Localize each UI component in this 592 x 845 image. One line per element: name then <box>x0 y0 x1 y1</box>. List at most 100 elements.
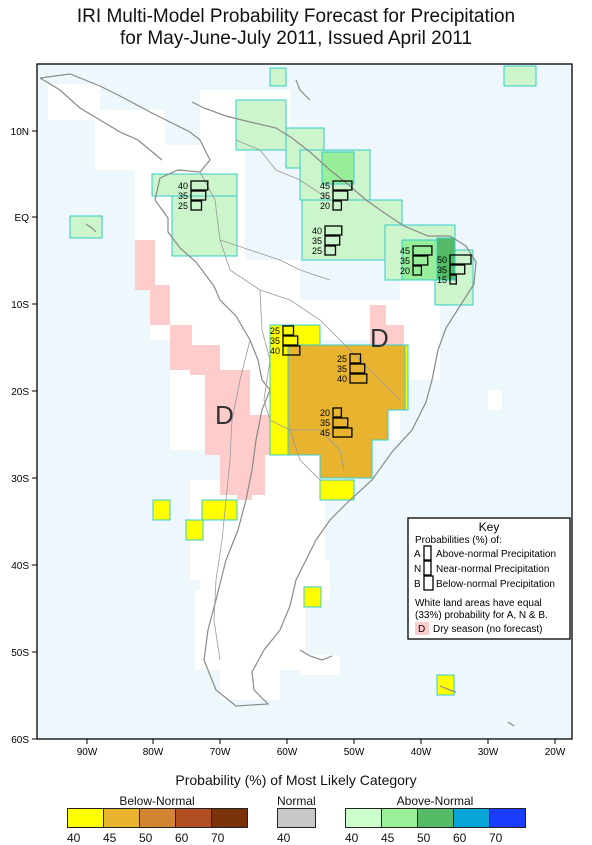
key-bar-below <box>423 575 434 591</box>
plot-frame <box>36 63 573 740</box>
prob-near-label: 35 <box>320 191 330 201</box>
key-below-text: Below-normal Precipitation <box>436 579 555 590</box>
prob-above-label: 50 <box>437 255 447 265</box>
lat-tick-label: 50S <box>11 648 29 659</box>
lon-tick-label: 30W <box>478 747 499 758</box>
prob-above-bar <box>449 254 472 265</box>
lon-tick-label: 90W <box>77 747 98 758</box>
prob-near-bar <box>349 363 366 374</box>
prob-below-bar <box>412 265 423 276</box>
legend-title: Probability (%) of Most Likely Category <box>175 772 417 788</box>
legend-below-normal-value: 70 <box>211 831 225 845</box>
legend-below-normal-swatch <box>139 808 176 828</box>
lat-tick-label: 30S <box>11 474 29 485</box>
prob-near-bar <box>332 417 349 428</box>
prob-below-bar <box>324 245 337 256</box>
legend-normal-label: Normal <box>277 794 316 808</box>
prob-near-label: 35 <box>312 236 322 246</box>
key-box: Key Probabilities (%) of: A N B Above-no… <box>407 517 571 640</box>
lon-tick-label: 60W <box>277 747 298 758</box>
key-bar-near <box>423 560 432 576</box>
lat-tick-label: 20S <box>11 387 29 398</box>
key-subtitle: Probabilities (%) of: <box>415 535 502 546</box>
prob-below-label: 20 <box>320 201 330 211</box>
prob-near-label: 35 <box>437 265 447 275</box>
legend-below-normal-value: 40 <box>67 831 81 845</box>
legend-normal-swatch <box>277 808 316 828</box>
prob-near-label: 35 <box>337 364 347 374</box>
prob-near-bar <box>282 335 299 346</box>
prob-near-bar <box>190 190 207 201</box>
prob-above-label: 40 <box>178 181 188 191</box>
key-above-text: Above-normal Precipitation <box>436 549 556 560</box>
legend-above-normal-swatch <box>453 808 490 828</box>
key-dry-text: Dry season (no forecast) <box>433 624 543 635</box>
prob-near-bar <box>324 235 341 246</box>
key-letter-b: B <box>414 579 421 590</box>
legend-above-normal-value: 50 <box>417 831 431 845</box>
prob-below-label: 15 <box>437 275 447 285</box>
prob-near-bar <box>449 264 466 275</box>
dry-season-marker: D <box>370 323 389 353</box>
prob-below-bar <box>332 427 353 438</box>
prob-near-label: 35 <box>178 191 188 201</box>
legend-below-normal-swatch <box>211 808 248 828</box>
prob-above-bar <box>332 180 353 191</box>
lat-tick-label: EQ <box>15 213 30 224</box>
key-letter-n: N <box>414 564 421 575</box>
lat-tick-label: 40S <box>11 561 29 572</box>
legend-below-normal-swatch <box>67 808 104 828</box>
legend-above-normal-value: 60 <box>453 831 467 845</box>
key-note-line-1: White land areas have equal <box>415 598 542 609</box>
prob-below-bar <box>349 373 368 384</box>
prob-below-label: 25 <box>312 246 322 256</box>
map-title-line-2: for May-June-July 2011, Issued April 201… <box>119 28 473 49</box>
prob-below-label: 45 <box>320 428 330 438</box>
key-dry-swatch <box>415 622 429 635</box>
lon-tick-label: 50W <box>344 747 365 758</box>
dry-season-marker: D <box>215 400 234 430</box>
key-dry-letter: D <box>418 624 425 635</box>
map-title-line-1: IRI Multi-Model Probability Forecast for… <box>76 6 516 27</box>
below-normal-45-regions <box>287 344 406 479</box>
legend-above-normal-value: 70 <box>489 831 503 845</box>
legend-below-normal-swatch <box>103 808 140 828</box>
key-bar-above <box>423 545 432 561</box>
lat-tick-label: 10N <box>11 127 29 138</box>
lat-tick-label: 10S <box>11 300 29 311</box>
prob-below-label: 25 <box>178 201 188 211</box>
key-letter-a: A <box>414 549 421 560</box>
legend-below-normal-value: 45 <box>103 831 117 845</box>
prob-above-bar <box>332 407 343 418</box>
prob-near-bar <box>332 190 349 201</box>
legend-above-normal-swatch <box>381 808 418 828</box>
lat-tick-label: 60S <box>11 735 29 746</box>
lon-tick-label: 70W <box>210 747 231 758</box>
legend-above-normal-label: Above-Normal <box>396 794 474 808</box>
prob-above-bar <box>282 325 295 336</box>
prob-above-bar <box>324 225 343 236</box>
prob-near-label: 35 <box>270 336 280 346</box>
prob-above-bar <box>349 353 362 364</box>
prob-above-bar <box>412 245 433 256</box>
prob-near-label: 35 <box>320 418 330 428</box>
lon-tick-label: 40W <box>411 747 432 758</box>
prob-above-label: 40 <box>312 226 322 236</box>
key-note-line-2: (33%) probability for A, N & B. <box>415 610 548 621</box>
legend-above-normal-value: 40 <box>345 831 359 845</box>
legend-above-normal-swatch <box>417 808 454 828</box>
longitude-axis: 90W 80W 70W 60W 50W 40W 30W 20W <box>77 739 566 758</box>
prob-below-label: 20 <box>400 266 410 276</box>
legend-below-normal-value: 60 <box>175 831 189 845</box>
legend-below-normal-value: 50 <box>139 831 153 845</box>
prob-above-label: 45 <box>320 181 330 191</box>
legend-below-normal-swatch <box>175 808 212 828</box>
